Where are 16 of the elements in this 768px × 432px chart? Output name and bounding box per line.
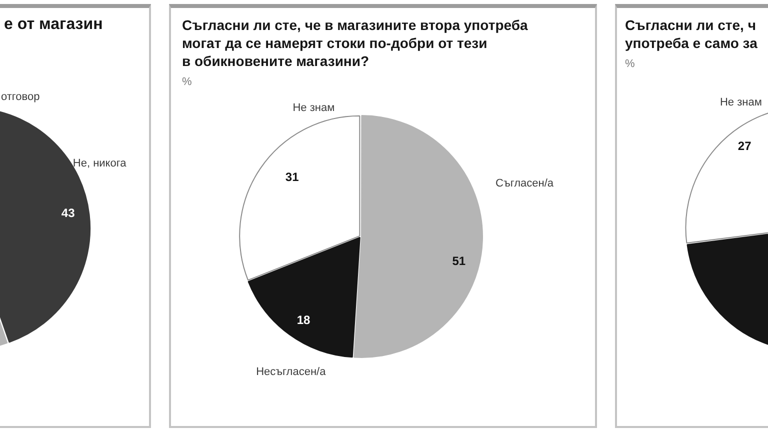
slice-label: Несъгласен/а	[256, 366, 326, 378]
chart-subtitle: %	[182, 75, 193, 89]
chart-title: Съгласни ли сте, че в магазините втора употреба могат да се намерят стоки по-добри от тези в обикновените магазини?	[182, 16, 528, 70]
data-label: 27	[737, 138, 752, 153]
slice-label: Не, никога	[72, 157, 127, 170]
text: отговор	[1, 90, 40, 104]
slice-label: Съгласен/а	[495, 177, 554, 190]
chart-title: Съгласни ли сте, ч употреба е само за	[625, 16, 758, 52]
data-label: 18	[296, 312, 310, 326]
slice-label: Не знам	[292, 102, 334, 114]
data-label: 31	[284, 170, 299, 184]
data-label: 51	[452, 254, 466, 268]
slice-label: Не знам	[719, 96, 762, 108]
chart-title: е от магазин	[4, 16, 103, 34]
chart-subtitle: %	[625, 57, 636, 71]
data-label: 43	[60, 205, 75, 220]
